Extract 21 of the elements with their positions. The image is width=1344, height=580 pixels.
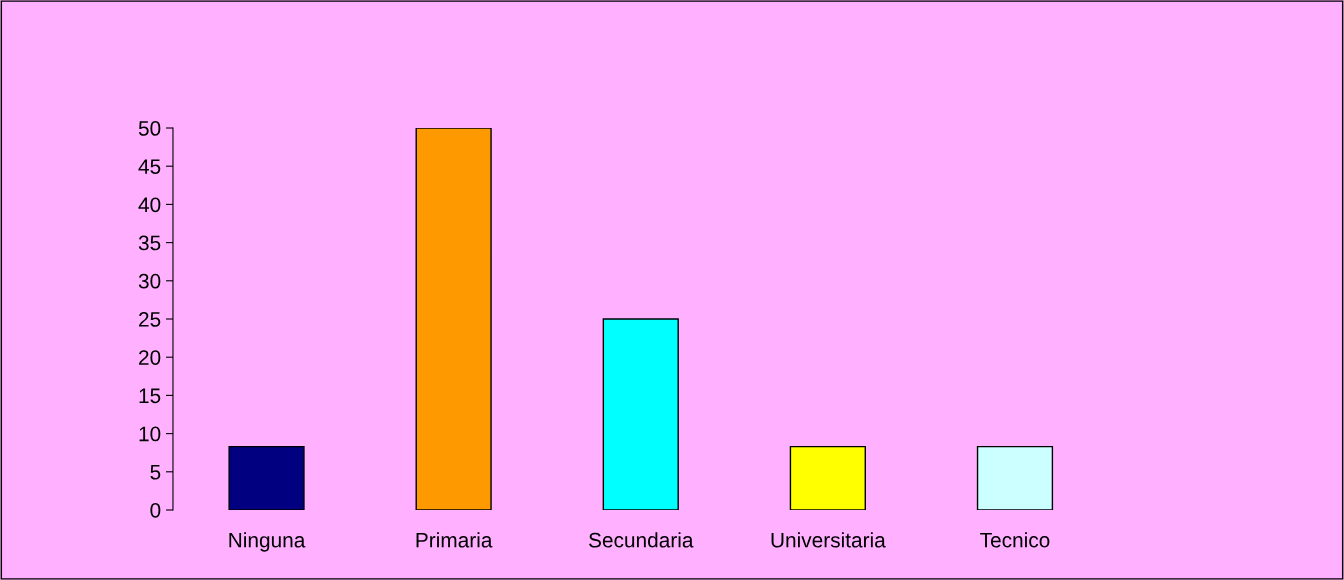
y-tick-label: 30 — [138, 273, 161, 289]
x-tick-label: Secundaria — [589, 532, 694, 548]
x-tick-label: Universitaria — [771, 532, 886, 548]
y-tick-label: 15 — [139, 388, 161, 404]
y-tick-label: 5 — [150, 465, 161, 480]
bar — [602, 318, 679, 510]
x-tick-label: Ninguna — [229, 532, 306, 552]
bar — [789, 445, 866, 510]
y-tick-label: 10 — [139, 426, 161, 442]
y-tick-label: 40 — [138, 197, 161, 213]
y-tick-label: 50 — [138, 121, 161, 136]
x-tick-label: Primaria — [416, 532, 493, 548]
y-tick-label: 0 — [150, 503, 161, 518]
bar — [415, 128, 492, 510]
x-tick-label: Tecnico — [980, 532, 1050, 548]
y-tick-label: 35 — [138, 235, 161, 251]
y-tick-label: 20 — [139, 350, 161, 365]
bar — [228, 445, 305, 510]
bar — [976, 445, 1054, 510]
y-tick-label: 45 — [138, 159, 161, 174]
y-tick-label: 25 — [139, 312, 161, 327]
